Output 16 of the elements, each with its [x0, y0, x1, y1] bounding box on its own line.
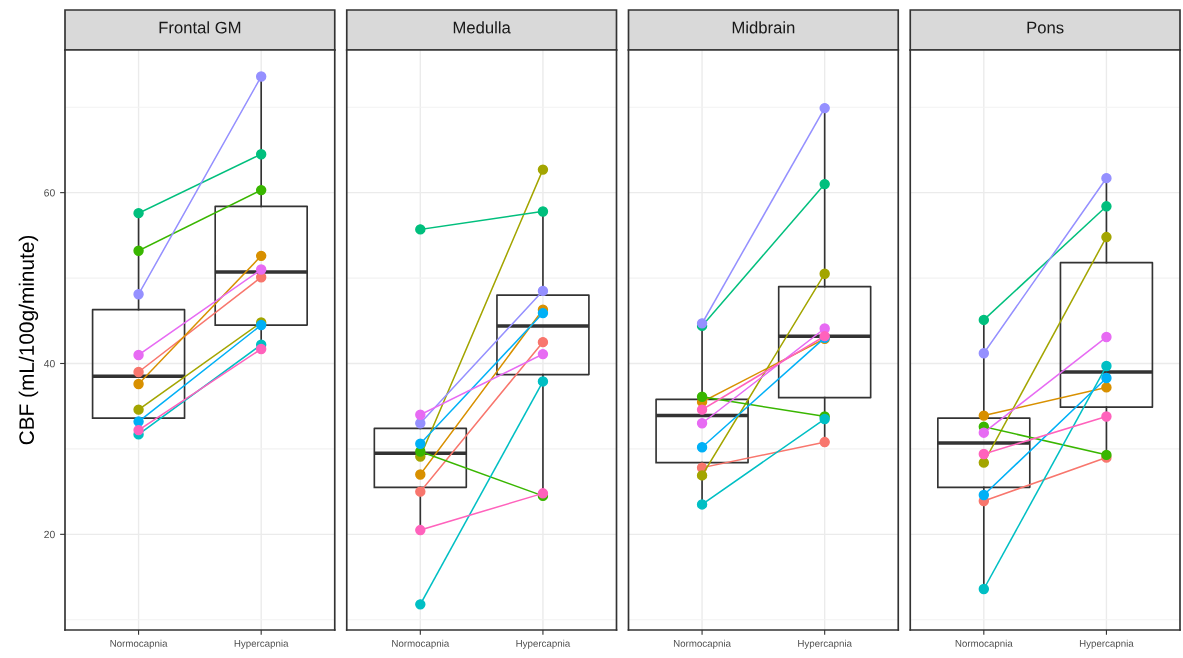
- x-tick-label: Hypercapnia: [516, 639, 571, 649]
- y-tick-label: 60: [44, 189, 55, 197]
- chart-title: Midbrain: [732, 21, 795, 34]
- x-tick-label: Hypercapnia: [1079, 639, 1134, 649]
- y-axis-title: CBF (mL/100g/minute): [18, 235, 39, 445]
- chart-title: Pons: [1027, 21, 1064, 34]
- x-tick-label: Hypercapnia: [798, 639, 852, 649]
- y-tick-label: 40: [43, 359, 55, 368]
- x-tick-label: Normocapnia: [392, 639, 450, 649]
- x-tick-label: Hypercapnia: [234, 639, 289, 649]
- x-tick-label: Normocapnia: [955, 639, 1013, 649]
- y-tick-label: 20: [44, 530, 55, 539]
- chart-title: Medulla: [453, 21, 511, 34]
- x-tick-label: Normocapnia: [673, 639, 731, 649]
- chart-title: Frontal GM: [159, 21, 241, 34]
- x-tick-label: Normocapnia: [110, 639, 168, 649]
